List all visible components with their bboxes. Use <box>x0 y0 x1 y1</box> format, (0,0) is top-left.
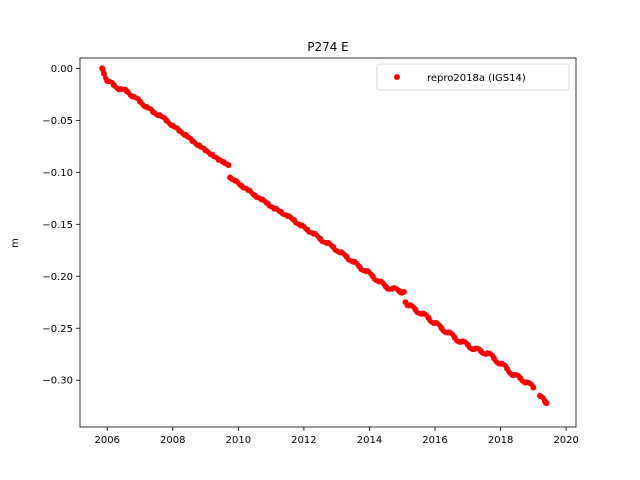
legend-label: repro2018a (IGS14) <box>427 73 526 84</box>
y-tick-label: −0.30 <box>42 376 73 387</box>
x-tick-label: 2008 <box>160 435 185 446</box>
plot-frame <box>79 57 577 428</box>
legend: repro2018a (IGS14) <box>376 63 570 91</box>
legend-box <box>376 63 570 91</box>
y-tick-label: −0.25 <box>42 324 73 335</box>
data-point <box>530 384 537 391</box>
y-tick-label: 0.00 <box>51 64 73 75</box>
x-tick-label: 2010 <box>226 435 251 446</box>
x-tick-label: 2020 <box>553 435 578 446</box>
y-tick-label: −0.20 <box>42 272 73 283</box>
x-tick-label: 2012 <box>291 435 316 446</box>
y-tick-label: −0.05 <box>42 116 73 127</box>
data-point <box>100 70 107 77</box>
data-point <box>225 162 232 169</box>
y-axis-label: m <box>10 238 21 248</box>
chart-title: P274 E <box>307 40 349 54</box>
y-tick-label: −0.10 <box>42 168 73 179</box>
x-tick-label: 2006 <box>94 435 119 446</box>
data-point <box>543 400 550 407</box>
x-tick-label: 2014 <box>357 435 382 446</box>
data-point <box>400 288 407 295</box>
x-tick-label: 2016 <box>422 435 447 446</box>
y-tick-label: −0.15 <box>42 220 73 231</box>
x-axis: 2006 2008 2010 2012 2014 2016 2018 2020 <box>94 427 579 446</box>
y-axis: 0.00 −0.05 −0.10 −0.15 −0.20 −0.25 −0.30 <box>42 64 80 387</box>
legend-marker <box>394 74 400 80</box>
data-series <box>99 65 550 407</box>
x-tick-label: 2018 <box>488 435 513 446</box>
